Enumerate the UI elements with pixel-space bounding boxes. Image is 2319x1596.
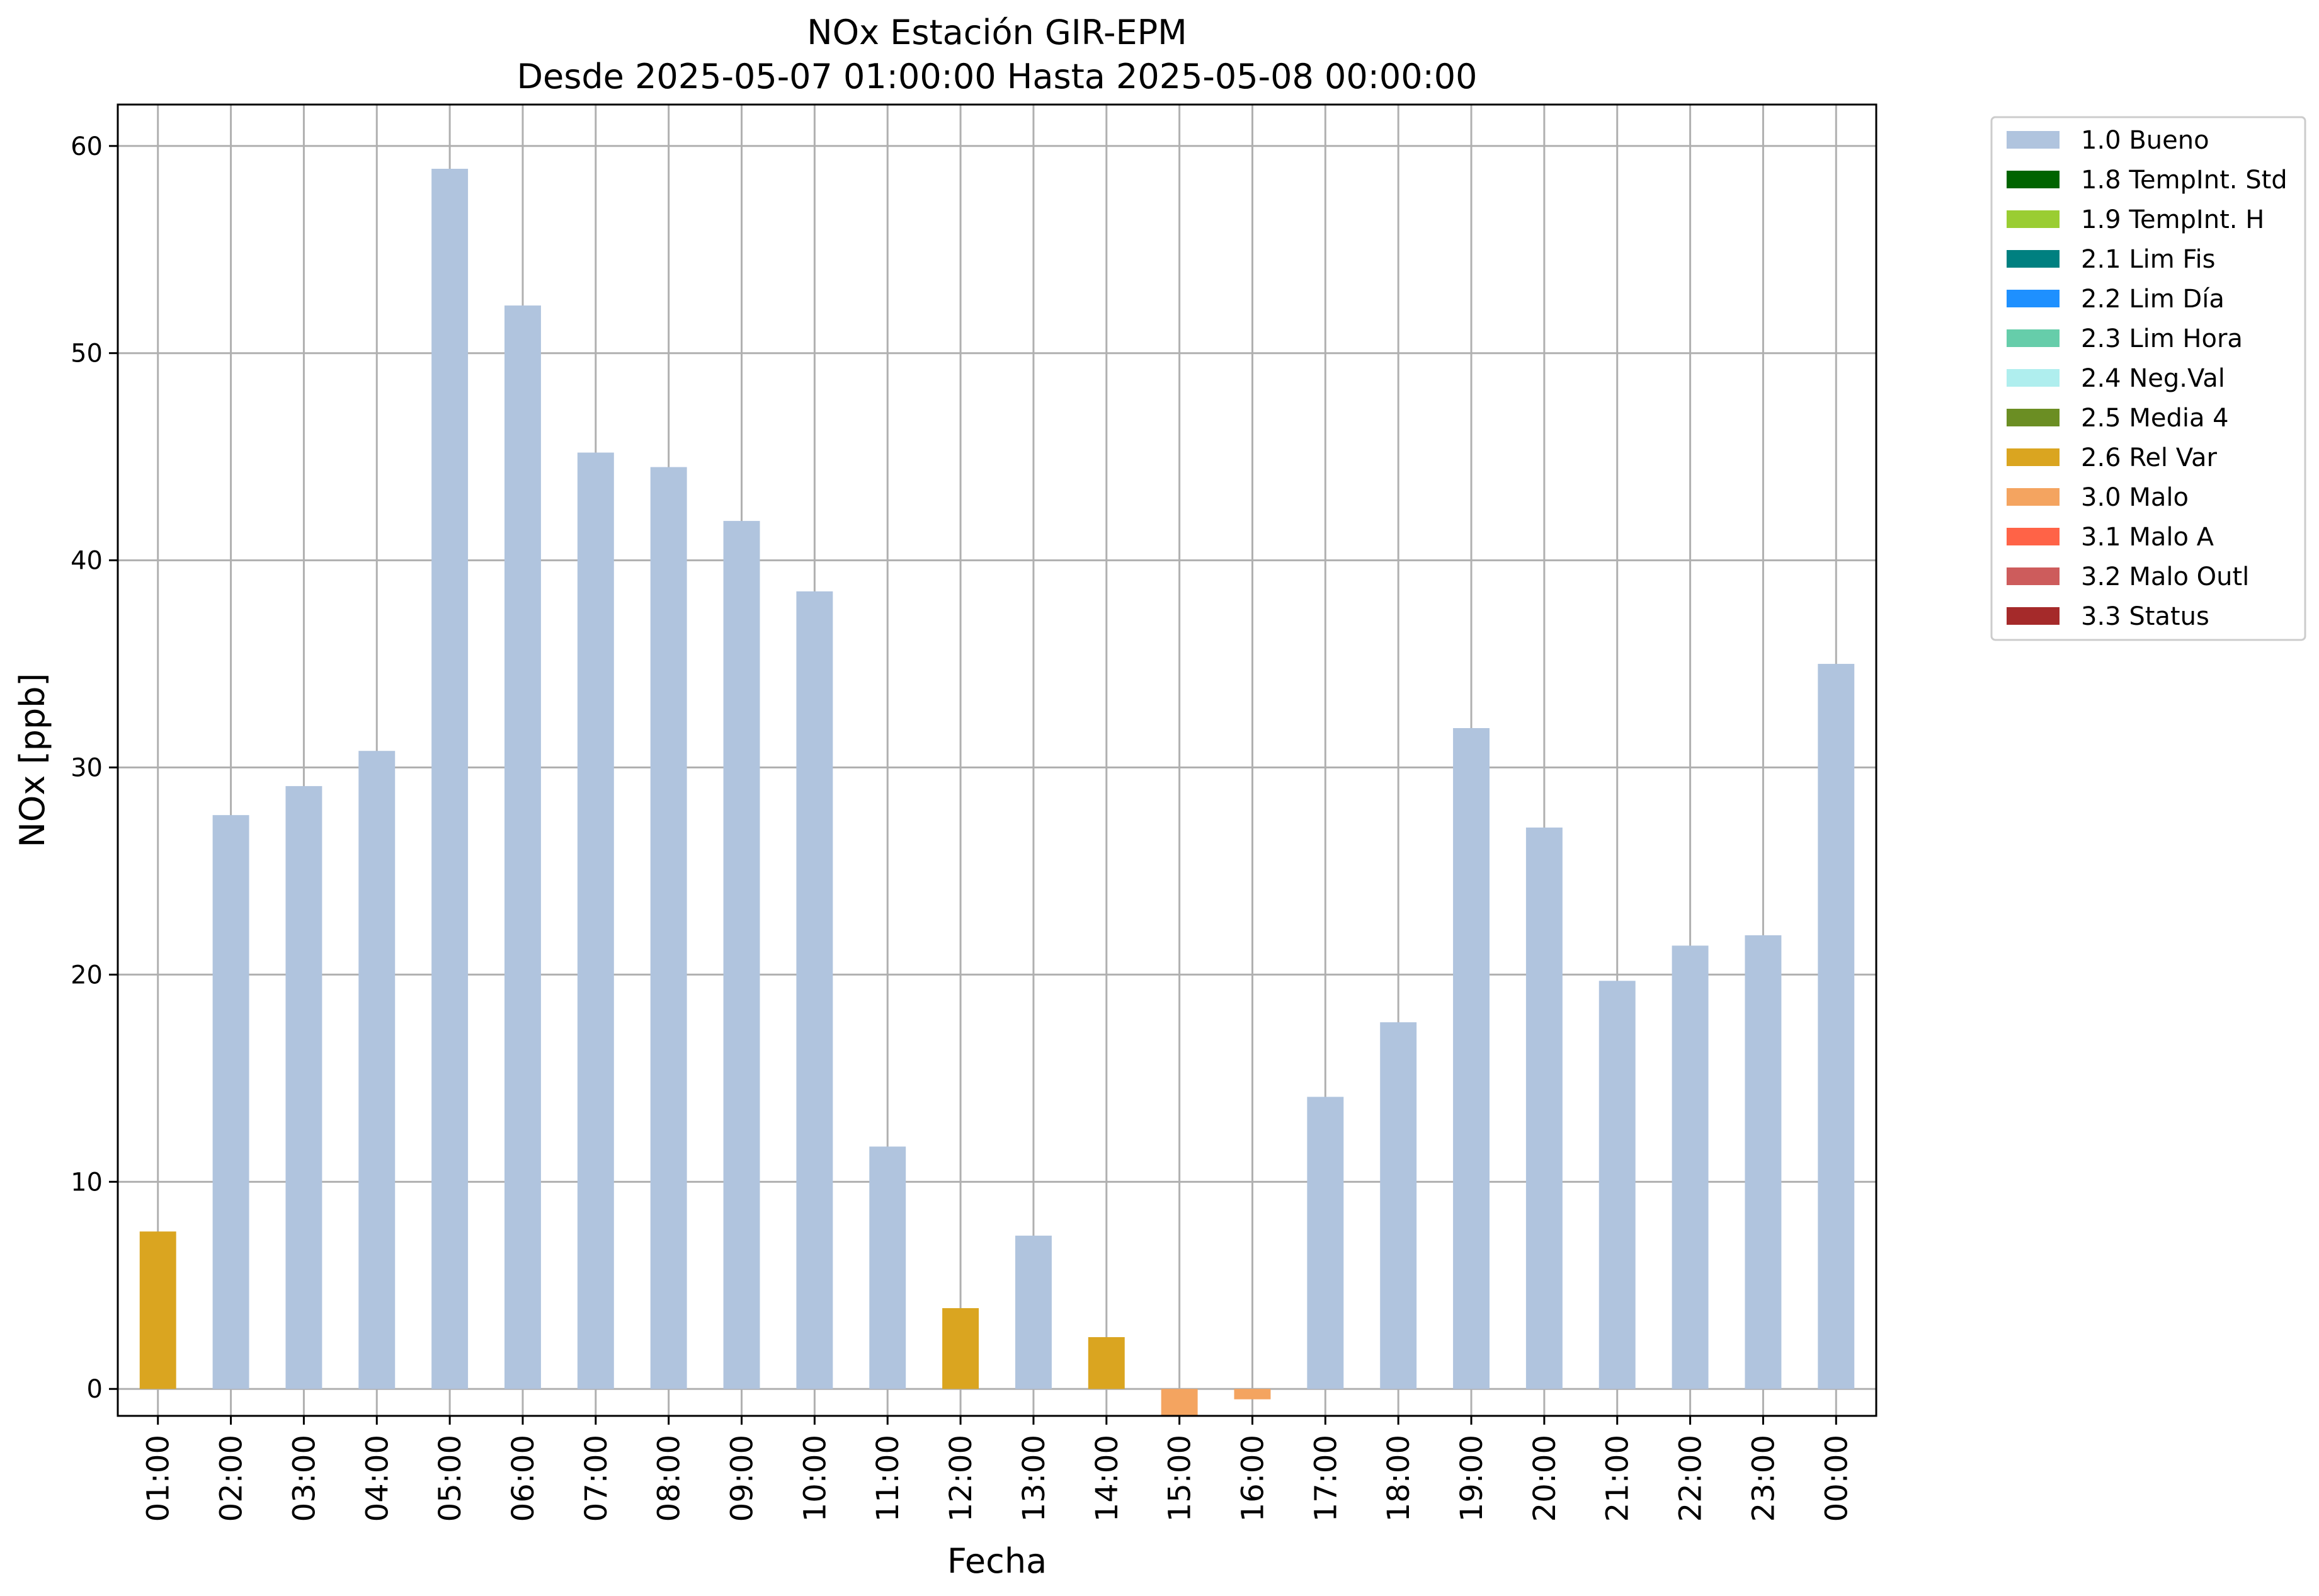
- legend-label: 3.0 Malo: [2081, 483, 2189, 512]
- y-tick-label: 20: [71, 960, 103, 989]
- y-tick-label: 0: [87, 1375, 103, 1404]
- x-tick-label: 19:00: [1454, 1435, 1490, 1522]
- x-tick-label: 20:00: [1527, 1435, 1563, 1522]
- x-tick-label: 12:00: [943, 1435, 979, 1522]
- x-tick-label: 10:00: [797, 1435, 833, 1522]
- legend-swatch: [2007, 210, 2060, 228]
- bar: [1088, 1337, 1125, 1389]
- chart-title: NOx Estación GIR-EPM: [807, 13, 1187, 52]
- legend: 1.0 Bueno 1.8 TempInt. Std 1.9 TempInt. H 2…: [1990, 116, 2306, 641]
- bar: [285, 786, 322, 1389]
- legend-label: 3.3 Status: [2081, 602, 2209, 631]
- bar: [942, 1308, 979, 1389]
- x-tick-label: 16:00: [1235, 1435, 1270, 1522]
- bar: [1745, 935, 1782, 1389]
- x-tick-label: 08:00: [652, 1435, 687, 1522]
- y-tick-label: 60: [71, 132, 103, 161]
- bar: [1672, 945, 1709, 1389]
- legend-label: 3.1 Malo A: [2081, 523, 2214, 552]
- chart-subtitle: Desde 2025-05-07 01:00:00 Hasta 2025-05-…: [516, 57, 1477, 96]
- y-axis-ticks: 0 10 20 30 40 50 60: [71, 132, 118, 1404]
- bar: [1598, 981, 1636, 1389]
- bar: [796, 591, 833, 1389]
- x-tick-label: 04:00: [360, 1435, 395, 1522]
- legend-label: 3.2 Malo Outl: [2081, 562, 2249, 591]
- bar: [723, 521, 760, 1389]
- bar: [1234, 1389, 1271, 1399]
- legend-swatch: [2007, 607, 2060, 625]
- bar: [1380, 1022, 1417, 1389]
- x-tick-label: 05:00: [433, 1435, 468, 1522]
- x-tick-label: 01:00: [141, 1435, 176, 1522]
- bar: [139, 1231, 176, 1389]
- bar: [577, 452, 614, 1389]
- x-tick-label: 03:00: [287, 1435, 322, 1522]
- bar: [1453, 728, 1490, 1389]
- x-tick-label: 18:00: [1381, 1435, 1416, 1522]
- bar: [1015, 1235, 1052, 1389]
- x-tick-label: 15:00: [1163, 1435, 1198, 1522]
- legend-swatch: [2007, 409, 2060, 426]
- bar: [650, 467, 687, 1389]
- legend-swatch: [2007, 567, 2060, 585]
- y-tick-label: 50: [71, 339, 103, 368]
- x-tick-label: 07:00: [579, 1435, 614, 1522]
- bar: [358, 751, 396, 1389]
- x-tick-label: 14:00: [1090, 1435, 1125, 1522]
- bar: [1307, 1097, 1344, 1389]
- x-tick-label: 13:00: [1017, 1435, 1052, 1522]
- legend-swatch: [2007, 369, 2060, 387]
- y-tick-label: 30: [71, 754, 103, 783]
- legend-label: 2.5 Media 4: [2081, 404, 2229, 433]
- y-axis-label: NOx [ppb]: [13, 673, 52, 848]
- x-tick-label: 23:00: [1746, 1435, 1781, 1522]
- legend-label: 1.0 Bueno: [2081, 126, 2209, 155]
- legend-swatch: [2007, 131, 2060, 149]
- legend-swatch: [2007, 528, 2060, 545]
- legend-label: 1.8 TempInt. Std: [2081, 166, 2288, 195]
- x-axis-label: Fecha: [947, 1541, 1047, 1581]
- legend-label: 2.2 Lim Día: [2081, 285, 2225, 314]
- legend-swatch: [2007, 448, 2060, 466]
- x-tick-label: 11:00: [870, 1435, 906, 1522]
- x-tick-label: 22:00: [1673, 1435, 1709, 1522]
- bar: [212, 815, 249, 1389]
- plot-frame: [117, 103, 1877, 1417]
- bar: [869, 1146, 906, 1389]
- legend-swatch: [2007, 290, 2060, 307]
- x-axis-ticks: 01:00 02:00 03:00 04:00 05:00 06:00 07:00 08:00…: [141, 1416, 1854, 1522]
- bar: [1818, 664, 1855, 1389]
- x-tick-label: 09:00: [725, 1435, 760, 1522]
- bar: [1161, 1389, 1198, 1416]
- legend-frame: [1990, 116, 2306, 641]
- legend-label: 2.6 Rel Var: [2081, 443, 2218, 472]
- x-tick-label: 17:00: [1308, 1435, 1343, 1522]
- x-tick-label: 02:00: [214, 1435, 249, 1522]
- legend-swatch: [2007, 171, 2060, 188]
- legend-swatch: [2007, 250, 2060, 268]
- x-tick-label: 06:00: [506, 1435, 541, 1522]
- x-tick-label: 00:00: [1819, 1435, 1854, 1522]
- bar: [431, 168, 469, 1389]
- legend-label: 2.1 Lim Fis: [2081, 245, 2215, 274]
- legend-swatch: [2007, 488, 2060, 506]
- y-tick-label: 10: [71, 1168, 103, 1197]
- legend-label: 1.9 TempInt. H: [2081, 205, 2264, 234]
- legend-label: 2.4 Neg.Val: [2081, 364, 2225, 393]
- legend-swatch: [2007, 329, 2060, 347]
- bar: [1525, 827, 1563, 1389]
- bars: [139, 168, 1855, 1416]
- legend-label: 2.3 Lim Hora: [2081, 324, 2243, 353]
- y-tick-label: 40: [71, 547, 103, 576]
- x-tick-label: 21:00: [1600, 1435, 1636, 1522]
- bar: [504, 305, 541, 1389]
